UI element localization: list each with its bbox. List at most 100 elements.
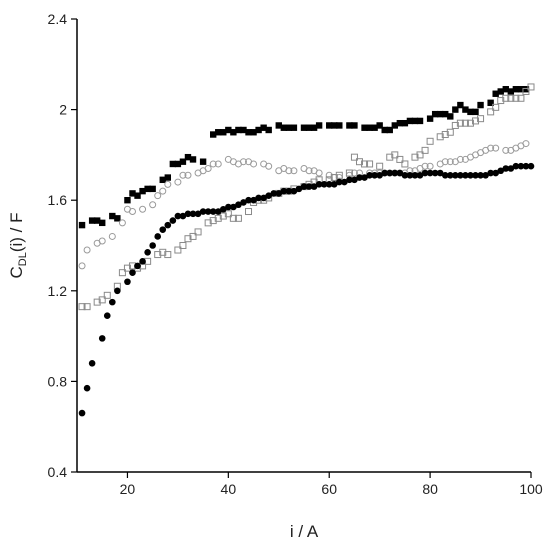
data-point xyxy=(527,162,535,170)
data-point xyxy=(93,298,101,306)
data-point xyxy=(361,124,368,131)
data-point xyxy=(421,146,429,154)
data-point xyxy=(78,221,86,229)
data-point xyxy=(164,221,172,229)
data-point xyxy=(482,171,489,179)
data-point xyxy=(78,409,86,417)
data-point xyxy=(386,126,393,134)
data-point xyxy=(487,99,494,107)
data-point xyxy=(260,194,267,202)
data-point xyxy=(129,269,136,276)
series-square-open xyxy=(78,83,535,311)
data-point xyxy=(381,169,389,177)
data-point xyxy=(214,160,222,168)
data-point xyxy=(456,119,464,127)
data-point xyxy=(376,122,383,129)
data-point xyxy=(441,171,449,179)
data-point xyxy=(441,158,449,166)
data-point xyxy=(295,185,303,193)
data-point xyxy=(275,190,283,197)
data-point xyxy=(310,183,318,190)
data-point xyxy=(184,235,192,243)
data-point xyxy=(522,87,530,95)
data-point xyxy=(98,237,106,245)
data-point xyxy=(502,165,510,172)
x-tick-label: 20 xyxy=(120,481,136,497)
data-point xyxy=(224,210,232,218)
data-point xyxy=(209,208,217,215)
data-point xyxy=(350,153,358,161)
data-point xyxy=(174,178,182,186)
data-point xyxy=(219,205,227,213)
data-point xyxy=(204,164,212,172)
data-point xyxy=(154,192,162,200)
data-point xyxy=(114,215,121,222)
data-point xyxy=(325,181,333,188)
data-point xyxy=(416,171,424,179)
data-point xyxy=(487,108,495,116)
data-point xyxy=(290,187,298,195)
data-point xyxy=(331,122,338,129)
data-point xyxy=(315,181,323,188)
data-point xyxy=(280,187,288,195)
data-point xyxy=(250,160,258,168)
data-point xyxy=(391,122,398,129)
data-point xyxy=(472,108,479,116)
data-point xyxy=(391,169,399,177)
data-point xyxy=(169,217,177,224)
data-point xyxy=(426,115,434,122)
data-point xyxy=(164,180,172,188)
data-point xyxy=(134,192,141,199)
data-point xyxy=(204,208,212,215)
data-point xyxy=(457,101,464,109)
data-point xyxy=(134,262,141,270)
y-tick-label: 2 xyxy=(59,102,67,118)
data-point xyxy=(179,158,187,165)
data-point xyxy=(235,201,242,209)
data-point xyxy=(98,296,106,304)
data-point xyxy=(507,88,515,95)
data-point xyxy=(446,128,454,136)
data-point xyxy=(457,171,464,179)
data-point xyxy=(401,160,409,168)
data-point xyxy=(336,122,343,129)
data-point xyxy=(164,251,172,259)
data-point xyxy=(396,155,404,163)
data-point xyxy=(129,190,136,197)
data-point xyxy=(426,162,434,170)
y-axis-title: CDL(i) / F xyxy=(7,213,29,279)
series-square-filled xyxy=(78,86,530,229)
data-point xyxy=(446,171,454,179)
data-point xyxy=(381,126,388,134)
data-point xyxy=(154,233,162,240)
data-point xyxy=(78,262,86,270)
data-point xyxy=(159,248,167,256)
data-point xyxy=(184,153,192,161)
data-point xyxy=(250,129,257,136)
data-point xyxy=(437,110,444,118)
data-point xyxy=(366,160,374,168)
data-point xyxy=(326,122,333,129)
data-point xyxy=(411,117,419,125)
data-point xyxy=(93,217,101,224)
data-point xyxy=(159,176,166,184)
data-point xyxy=(189,232,197,240)
data-point xyxy=(215,129,222,136)
data-point xyxy=(209,217,217,225)
data-point xyxy=(472,117,480,125)
data-point xyxy=(290,124,298,131)
data-point xyxy=(507,165,515,172)
data-point xyxy=(245,129,252,136)
data-point xyxy=(391,151,399,159)
x-tick-label: 40 xyxy=(221,481,237,497)
data-point xyxy=(361,174,368,181)
data-point xyxy=(456,155,464,163)
data-point xyxy=(461,119,469,127)
data-point xyxy=(492,103,500,111)
data-point xyxy=(260,124,267,131)
data-point xyxy=(149,242,156,249)
data-point xyxy=(239,158,247,166)
data-point xyxy=(436,133,444,141)
data-point xyxy=(315,122,323,129)
